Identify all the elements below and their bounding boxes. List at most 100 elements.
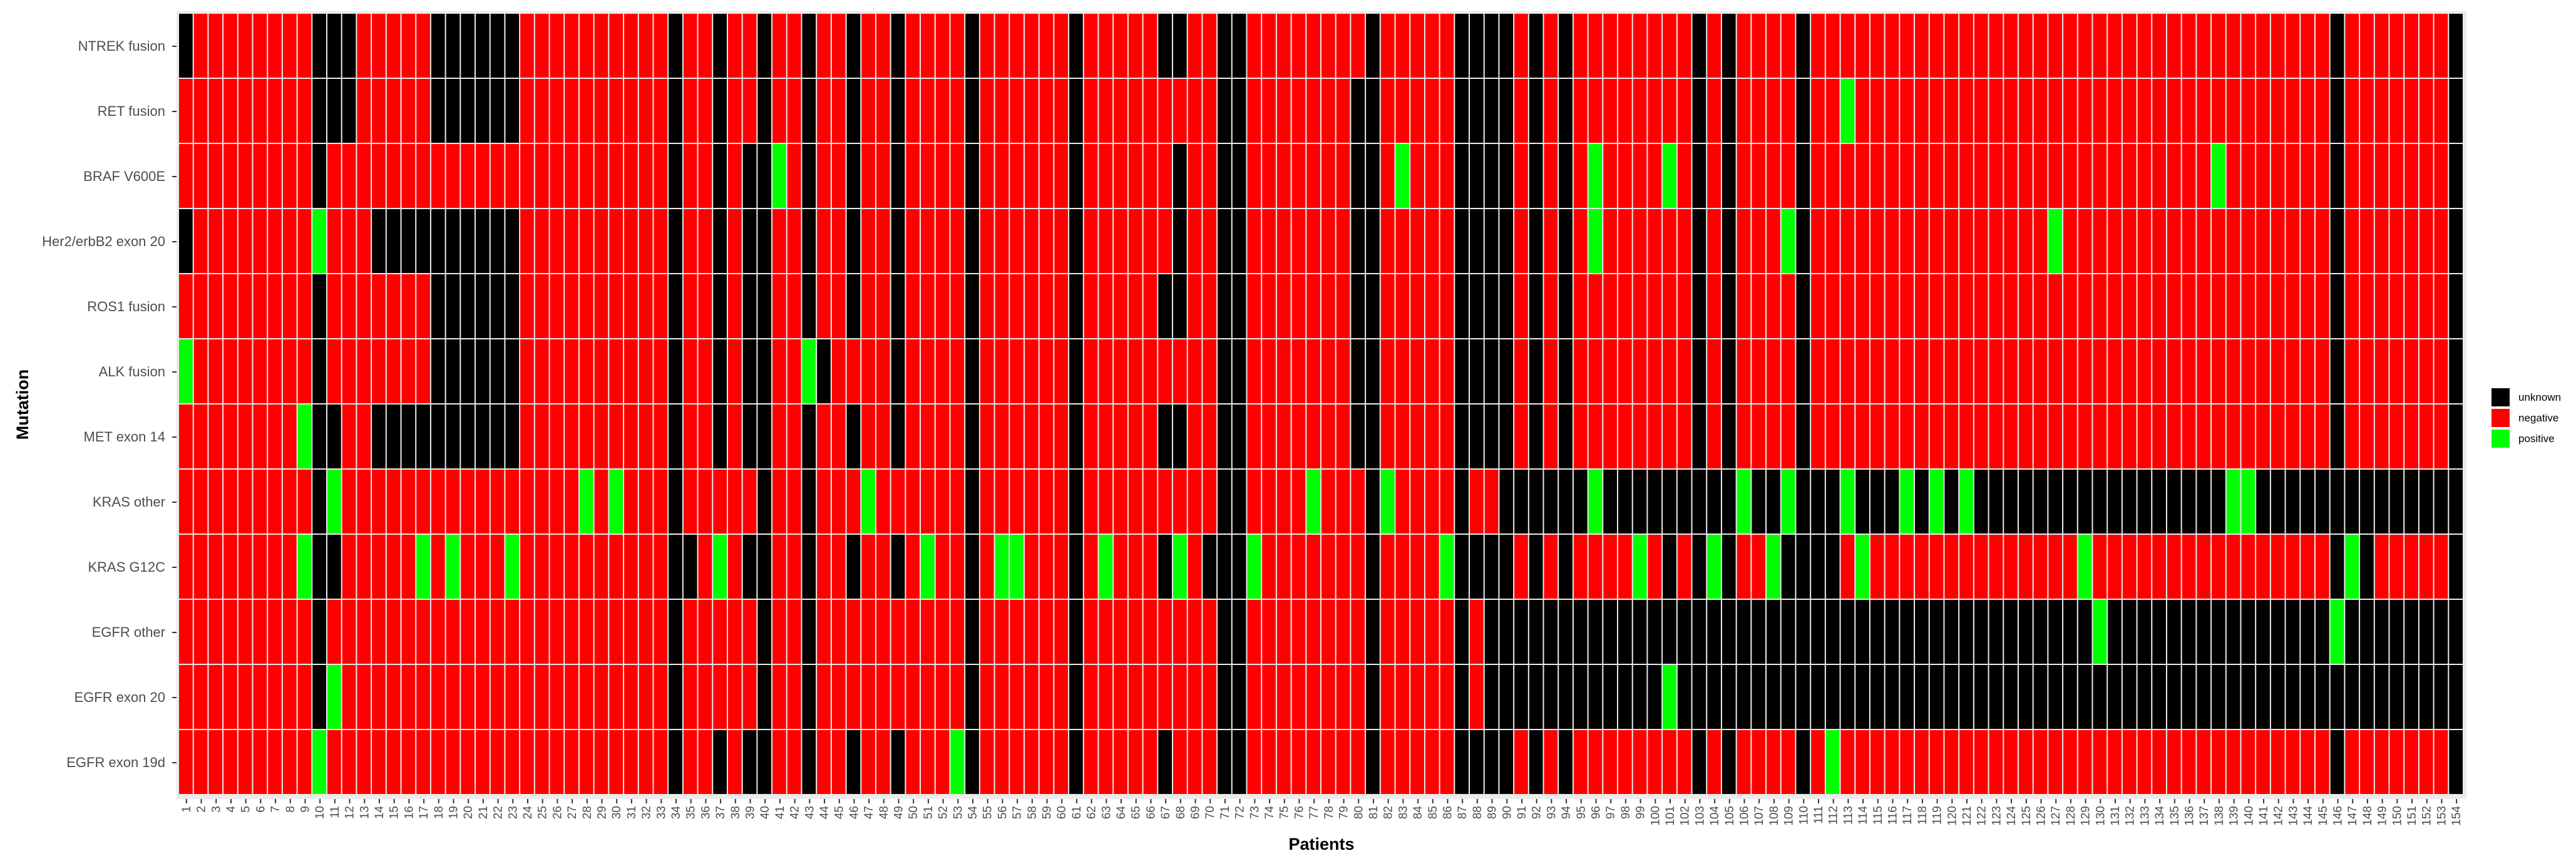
heatmap-cell [342,209,356,273]
x-tick-label: 9 [299,806,312,813]
heatmap-cell [342,535,356,599]
heatmap-cell [846,535,861,599]
heatmap-cell [327,535,341,599]
heatmap-cell [1588,405,1603,468]
heatmap-cell [2122,79,2137,143]
heatmap-cell [980,665,994,729]
heatmap-cell [2301,144,2314,208]
heatmap-cell [1692,14,1706,78]
heatmap-cell [2152,600,2166,664]
heatmap-cell [461,470,475,534]
heatmap-cell [772,274,786,338]
heatmap-cell [312,665,327,729]
heatmap-cell [2167,600,2181,664]
heatmap-cell [535,470,549,534]
heatmap-cell [2330,339,2344,403]
heatmap-cell [2063,470,2077,534]
y-tick-label: EGFR exon 20 [74,689,165,705]
heatmap-cell [1811,339,1825,403]
heatmap-cell [1054,274,1069,338]
heatmap-cell [1024,209,1039,273]
heatmap-cell [935,209,950,273]
x-tick-label: 142 [2272,806,2286,826]
heatmap-cell [1944,535,1959,599]
heatmap-cell [1825,665,1840,729]
heatmap-cell [2360,339,2374,403]
heatmap-cell [1276,535,1291,599]
heatmap-cell [1618,470,1632,534]
heatmap-cell [223,79,237,143]
heatmap-cell [2048,405,2063,468]
heatmap-cell [2018,535,2033,599]
heatmap-cell [2330,144,2344,208]
heatmap-cell [950,14,965,78]
heatmap-cell [1143,14,1157,78]
heatmap-cell [2167,339,2181,403]
heatmap-cell [1128,144,1142,208]
heatmap-cell [1544,470,1558,534]
heatmap-cell [476,144,490,208]
heatmap-cell [1974,274,1988,338]
heatmap-cell [669,535,682,599]
heatmap-cell [2167,79,2181,143]
heatmap-cell [669,14,682,78]
heatmap-cell [1232,470,1246,534]
heatmap-cell [1737,730,1751,794]
heatmap-cell [179,600,193,664]
heatmap-cell [1410,144,1424,208]
heatmap-cell [1218,405,1231,468]
heatmap-cell [639,470,653,534]
heatmap-cell [2226,665,2240,729]
heatmap-cell [846,600,861,664]
heatmap-cell [861,535,875,599]
heatmap-cell [2345,730,2359,794]
heatmap-cell [1618,600,1632,664]
heatmap-cell [1410,405,1424,468]
heatmap-cell [1024,144,1039,208]
heatmap-cell [565,79,578,143]
heatmap-cell [1885,665,1899,729]
heatmap-cell [669,470,682,534]
heatmap-cell [1722,14,1736,78]
heatmap-cell [2182,405,2196,468]
heatmap-cell [1470,144,1484,208]
heatmap-cell [342,274,356,338]
heatmap-cell [2330,535,2344,599]
heatmap-cell [2093,274,2107,338]
heatmap-cell [1395,405,1410,468]
heatmap-cell [446,144,460,208]
heatmap-cell [401,79,416,143]
heatmap-cell [1158,470,1172,534]
heatmap-cell [2404,470,2418,534]
heatmap-cell [698,14,712,78]
heatmap-cell [2256,79,2270,143]
heatmap-cell [1351,339,1365,403]
heatmap-cell [490,665,505,729]
heatmap-cell [1099,470,1113,534]
heatmap-cell [179,144,193,208]
x-tick-label: 52 [937,806,950,819]
heatmap-cell [1752,535,1766,599]
heatmap-cell [1544,339,1558,403]
heatmap-cell [2212,209,2225,273]
heatmap-cell [2108,144,2122,208]
heatmap-cell [2197,535,2211,599]
heatmap-cell [683,79,697,143]
heatmap-cell [1722,600,1736,664]
heatmap-cell [1588,274,1603,338]
heatmap-cell [2404,79,2418,143]
heatmap-cell [535,600,549,664]
heatmap-cell [579,535,593,599]
heatmap-cell [1840,209,1855,273]
heatmap-cell [965,79,979,143]
heatmap-cell [238,405,252,468]
heatmap-cell [1203,665,1217,729]
y-tick-label: RET fusion [98,103,165,119]
heatmap-cell [698,470,712,534]
heatmap-cell [2152,535,2166,599]
heatmap-cell [2137,209,2152,273]
heatmap-cell [1840,665,1855,729]
heatmap-cell [431,14,445,78]
heatmap-cell [2152,339,2166,403]
